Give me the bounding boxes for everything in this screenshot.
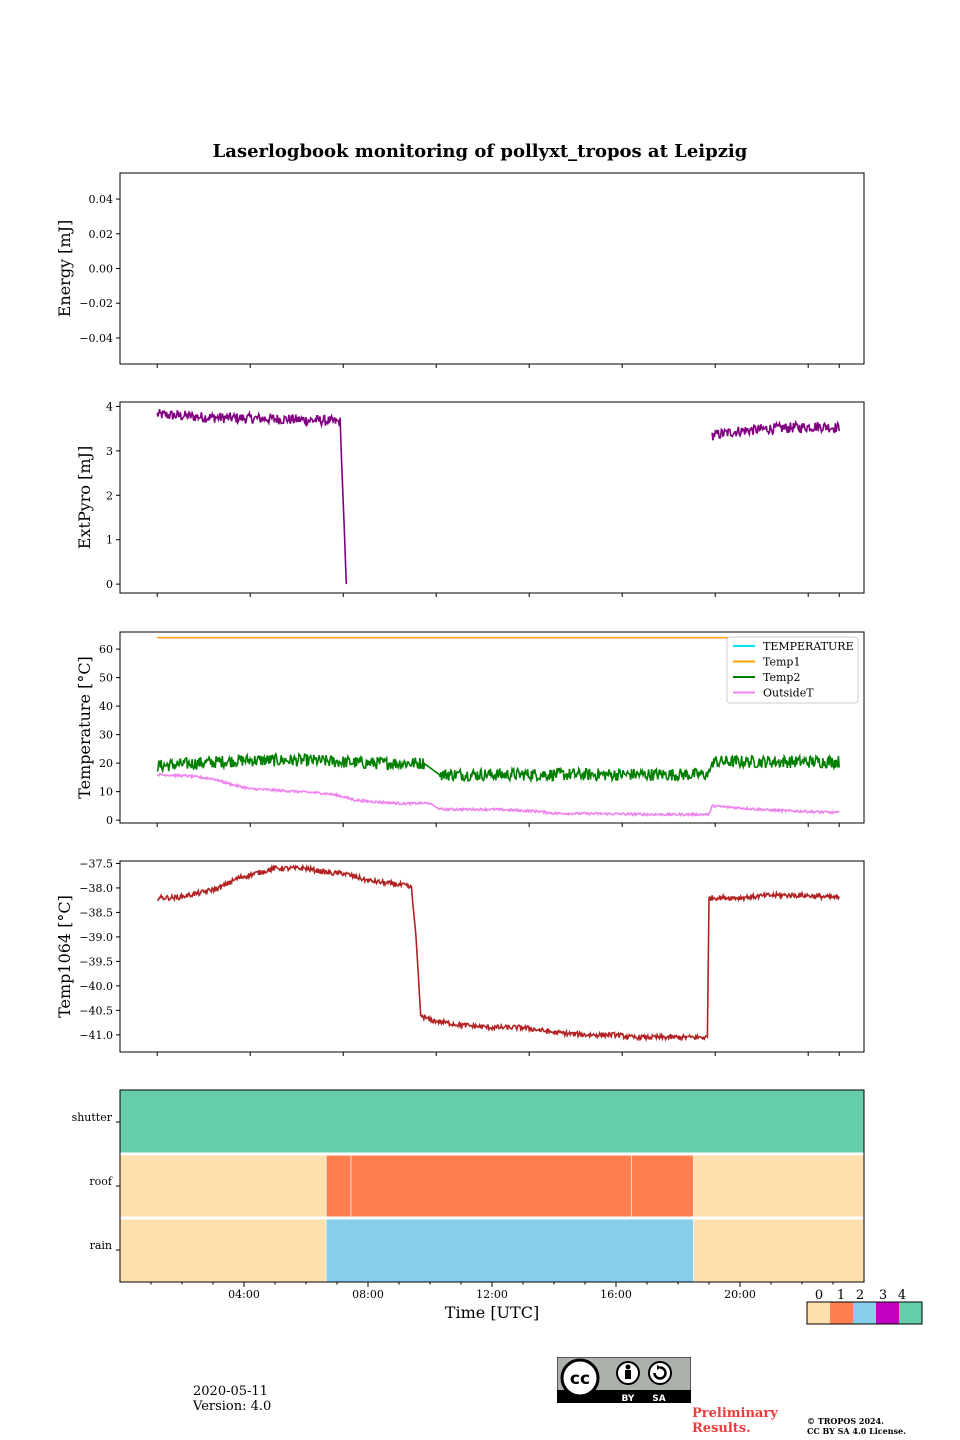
temperature-ytick-label: 10 bbox=[99, 786, 113, 799]
status-roof-segment bbox=[631, 1154, 694, 1218]
temp1064-ytick-label: −40.5 bbox=[79, 1004, 113, 1017]
extpyro-ytick-label: 0 bbox=[106, 578, 113, 591]
extpyro-series-extpyro-1 bbox=[711, 419, 840, 441]
extpyro-ytick-label: 3 bbox=[106, 445, 113, 458]
colorbar-frame bbox=[806, 1301, 923, 1325]
colorbar-swatch-3 bbox=[876, 1302, 899, 1324]
temperature-series-temp2-2 bbox=[156, 751, 840, 784]
temperature-ytick-label: 50 bbox=[99, 672, 113, 685]
colorbar-label-0: 0 bbox=[815, 1288, 823, 1303]
status-panel: shutter roof rain 04:00 08:00 12:00 16:00 20:00… bbox=[72, 1089, 865, 1322]
colorbar-label-4: 4 bbox=[898, 1288, 906, 1303]
status-rain-segment bbox=[326, 1218, 694, 1282]
status-rain-segment bbox=[693, 1218, 864, 1282]
status-roof-segment bbox=[120, 1154, 327, 1218]
temperature-series-outsidet-3 bbox=[156, 772, 840, 818]
energy-frame bbox=[119, 172, 865, 365]
temperature-ylabel: Temperature [°C] bbox=[75, 656, 94, 799]
extpyro-ytick-label: 4 bbox=[106, 400, 113, 413]
share-alike-icon bbox=[648, 1361, 672, 1385]
footer-date: 2020-05-11 bbox=[193, 1384, 268, 1399]
copyright-line-1: © TROPOS 2024. bbox=[807, 1416, 884, 1426]
temperature-ytick-label: 0 bbox=[106, 814, 113, 827]
status-roof-segment bbox=[350, 1154, 632, 1218]
copyright-line-2: CC BY SA 4.0 License. bbox=[807, 1426, 906, 1436]
extpyro-ytick-label: 1 bbox=[106, 534, 113, 547]
footer-version: Version: 4.0 bbox=[193, 1399, 272, 1414]
status-shutter-segment bbox=[120, 1090, 864, 1154]
temp1064-ytick-label: −41.0 bbox=[79, 1029, 113, 1042]
status-roof-segment bbox=[693, 1154, 864, 1218]
preliminary-results-note: Preliminary Results. bbox=[692, 1406, 778, 1436]
status-rain-segment bbox=[120, 1218, 327, 1282]
status-xtick-label: 16:00 bbox=[600, 1288, 632, 1301]
energy-panel: 0.04 0.02 0.00 −0.02 −0.04 Energy [mJ] bbox=[55, 172, 865, 368]
colorbar-swatch-1 bbox=[830, 1302, 853, 1324]
energy-ytick-label: 0.02 bbox=[89, 228, 114, 241]
temp1064-series-temp1064-0 bbox=[156, 863, 840, 1043]
status-xtick-label: 04:00 bbox=[228, 1288, 260, 1301]
temperature-ytick-label: 40 bbox=[99, 700, 113, 713]
colorbar-swatch-0 bbox=[807, 1302, 830, 1324]
colorbar-label-2: 2 bbox=[856, 1288, 864, 1303]
temperature-panel: 60 50 40 30 20 10 0 Temperature [°C] TEMPERATURE… bbox=[75, 631, 865, 827]
temp1064-panel: −37.5 −38.0 −38.5 −39.0 −39.5 −40.0 −40.5 −41.0… bbox=[55, 857, 865, 1056]
extpyro-frame bbox=[119, 401, 865, 594]
temperature-frame bbox=[119, 631, 865, 824]
energy-ytick-label: 0.04 bbox=[89, 193, 114, 206]
extpyro-series-extpyro-0 bbox=[156, 409, 348, 585]
temperature-ytick-label: 30 bbox=[99, 729, 113, 742]
by-label: BY bbox=[622, 1394, 635, 1403]
cc-icon bbox=[560, 1358, 600, 1398]
sa-label: SA bbox=[652, 1394, 665, 1403]
status-row-label-shutter: shutter bbox=[72, 1111, 113, 1124]
status-xtick-label: 08:00 bbox=[352, 1288, 384, 1301]
temp1064-ytick-label: −38.5 bbox=[79, 906, 113, 919]
colorbar-swatch-2 bbox=[853, 1302, 876, 1324]
x-axis-label: Time [UTC] bbox=[445, 1303, 539, 1322]
temp1064-ytick-label: −37.5 bbox=[79, 857, 113, 870]
temp1064-frame bbox=[119, 860, 865, 1053]
preliminary-line-1: Preliminary bbox=[692, 1406, 778, 1421]
colorbar-swatch-4 bbox=[899, 1302, 922, 1324]
legend-entry: TEMPERATURE bbox=[763, 640, 854, 653]
temperature-ytick-label: 60 bbox=[99, 643, 113, 656]
legend-entry: Temp2 bbox=[763, 671, 800, 684]
extpyro-ytick-label: 2 bbox=[106, 489, 113, 502]
legend-entry: Temp1 bbox=[763, 656, 800, 669]
energy-ytick-label: −0.04 bbox=[79, 332, 113, 345]
energy-ylabel: Energy [mJ] bbox=[55, 220, 74, 318]
energy-ytick-label: −0.02 bbox=[79, 297, 113, 310]
cc-icon-label: cc bbox=[570, 1369, 590, 1389]
preliminary-line-2: Results. bbox=[692, 1421, 751, 1436]
legend-box bbox=[726, 636, 859, 704]
status-xtick-label: 20:00 bbox=[724, 1288, 756, 1301]
temp1064-ytick-label: −40.0 bbox=[79, 980, 113, 993]
status-xtick-label: 12:00 bbox=[476, 1288, 508, 1301]
temp1064-ylabel: Temp1064 [°C] bbox=[55, 895, 74, 1018]
temperature-legend: TEMPERATURE Temp1 Temp2 OutsideT bbox=[726, 636, 859, 704]
energy-ytick-label: 0.00 bbox=[89, 263, 114, 276]
extpyro-panel: 4 3 2 1 0 ExtPyro [mJ] bbox=[75, 400, 865, 597]
copyright-note: © TROPOS 2024. CC BY SA 4.0 License. bbox=[807, 1416, 906, 1436]
cc-by-sa-license-badge: cc BY SA bbox=[557, 1357, 691, 1403]
temperature-ytick-label: 20 bbox=[99, 757, 113, 770]
figure-title: Laserlogbook monitoring of pollyxt_tropo… bbox=[212, 141, 748, 162]
colorbar-label-3: 3 bbox=[879, 1288, 887, 1303]
status-roof-segment bbox=[326, 1154, 351, 1218]
extpyro-ylabel: ExtPyro [mJ] bbox=[75, 446, 94, 549]
status-row-label-rain: rain bbox=[90, 1239, 112, 1252]
temp1064-ytick-label: −38.0 bbox=[79, 882, 113, 895]
temp1064-ytick-label: −39.5 bbox=[79, 955, 113, 968]
temp1064-ytick-label: −39.0 bbox=[79, 931, 113, 944]
colorbar-label-1: 1 bbox=[837, 1288, 845, 1303]
legend-entry: OutsideT bbox=[763, 687, 814, 700]
status-row-label-roof: roof bbox=[89, 1175, 113, 1188]
